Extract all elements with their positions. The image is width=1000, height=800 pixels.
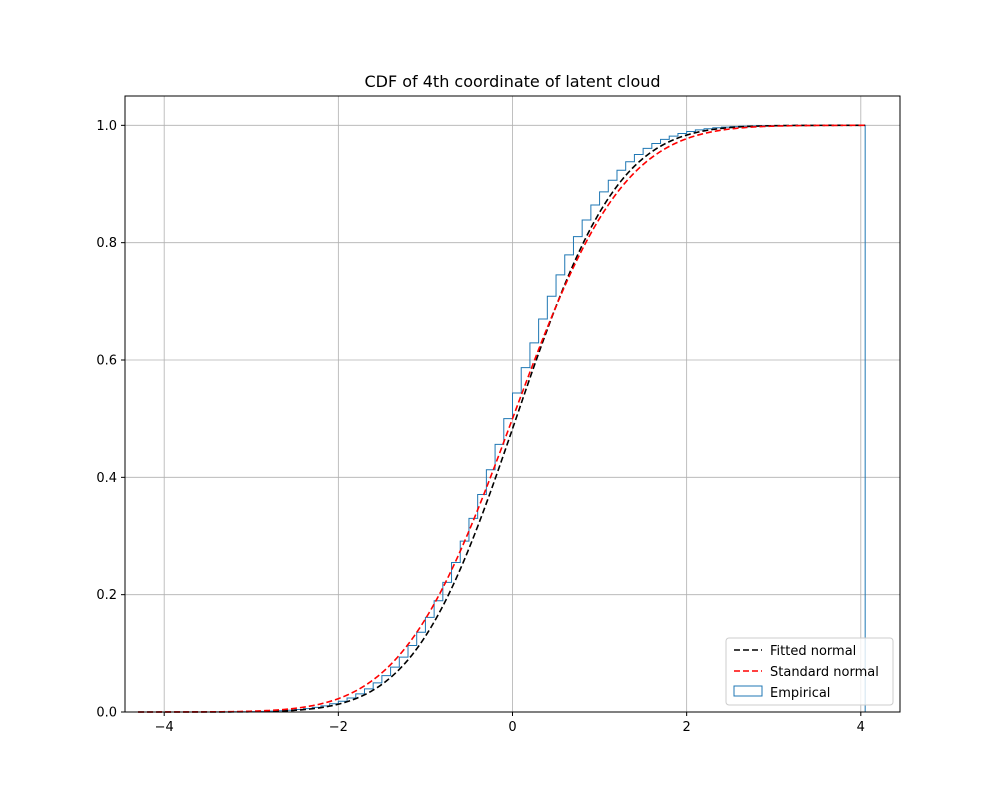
standard-normal-line [138, 124, 866, 713]
legend-fitted-label: Fitted normal [770, 644, 856, 659]
legend-empirical-label: Empirical [770, 686, 830, 701]
legend: Fitted normal Standard normal Empirical [725, 637, 894, 706]
legend-empirical-swatch [733, 685, 763, 697]
y-tick-label: 0.4 [96, 471, 117, 486]
y-tick-label: 0.8 [96, 236, 117, 251]
legend-standard-label: Standard normal [770, 665, 879, 680]
y-tick-label: 0.2 [96, 588, 117, 603]
x-tick-label: 2 [683, 720, 691, 735]
x-tick-label: 4 [857, 720, 865, 735]
axis-ticks: −4 −2 0 2 4 0.0 0.2 0.4 0.6 0.8 1.0 [96, 119, 865, 735]
legend-box [725, 637, 894, 706]
x-tick-label: −2 [329, 720, 348, 735]
y-tick-label: 0.6 [96, 354, 117, 369]
x-tick-label: −4 [155, 720, 174, 735]
x-tick-label: 0 [508, 720, 516, 735]
chart-title: CDF of 4th coordinate of latent cloud [364, 72, 660, 91]
y-tick-label: 0.0 [96, 706, 117, 721]
y-tick-label: 1.0 [96, 119, 117, 134]
